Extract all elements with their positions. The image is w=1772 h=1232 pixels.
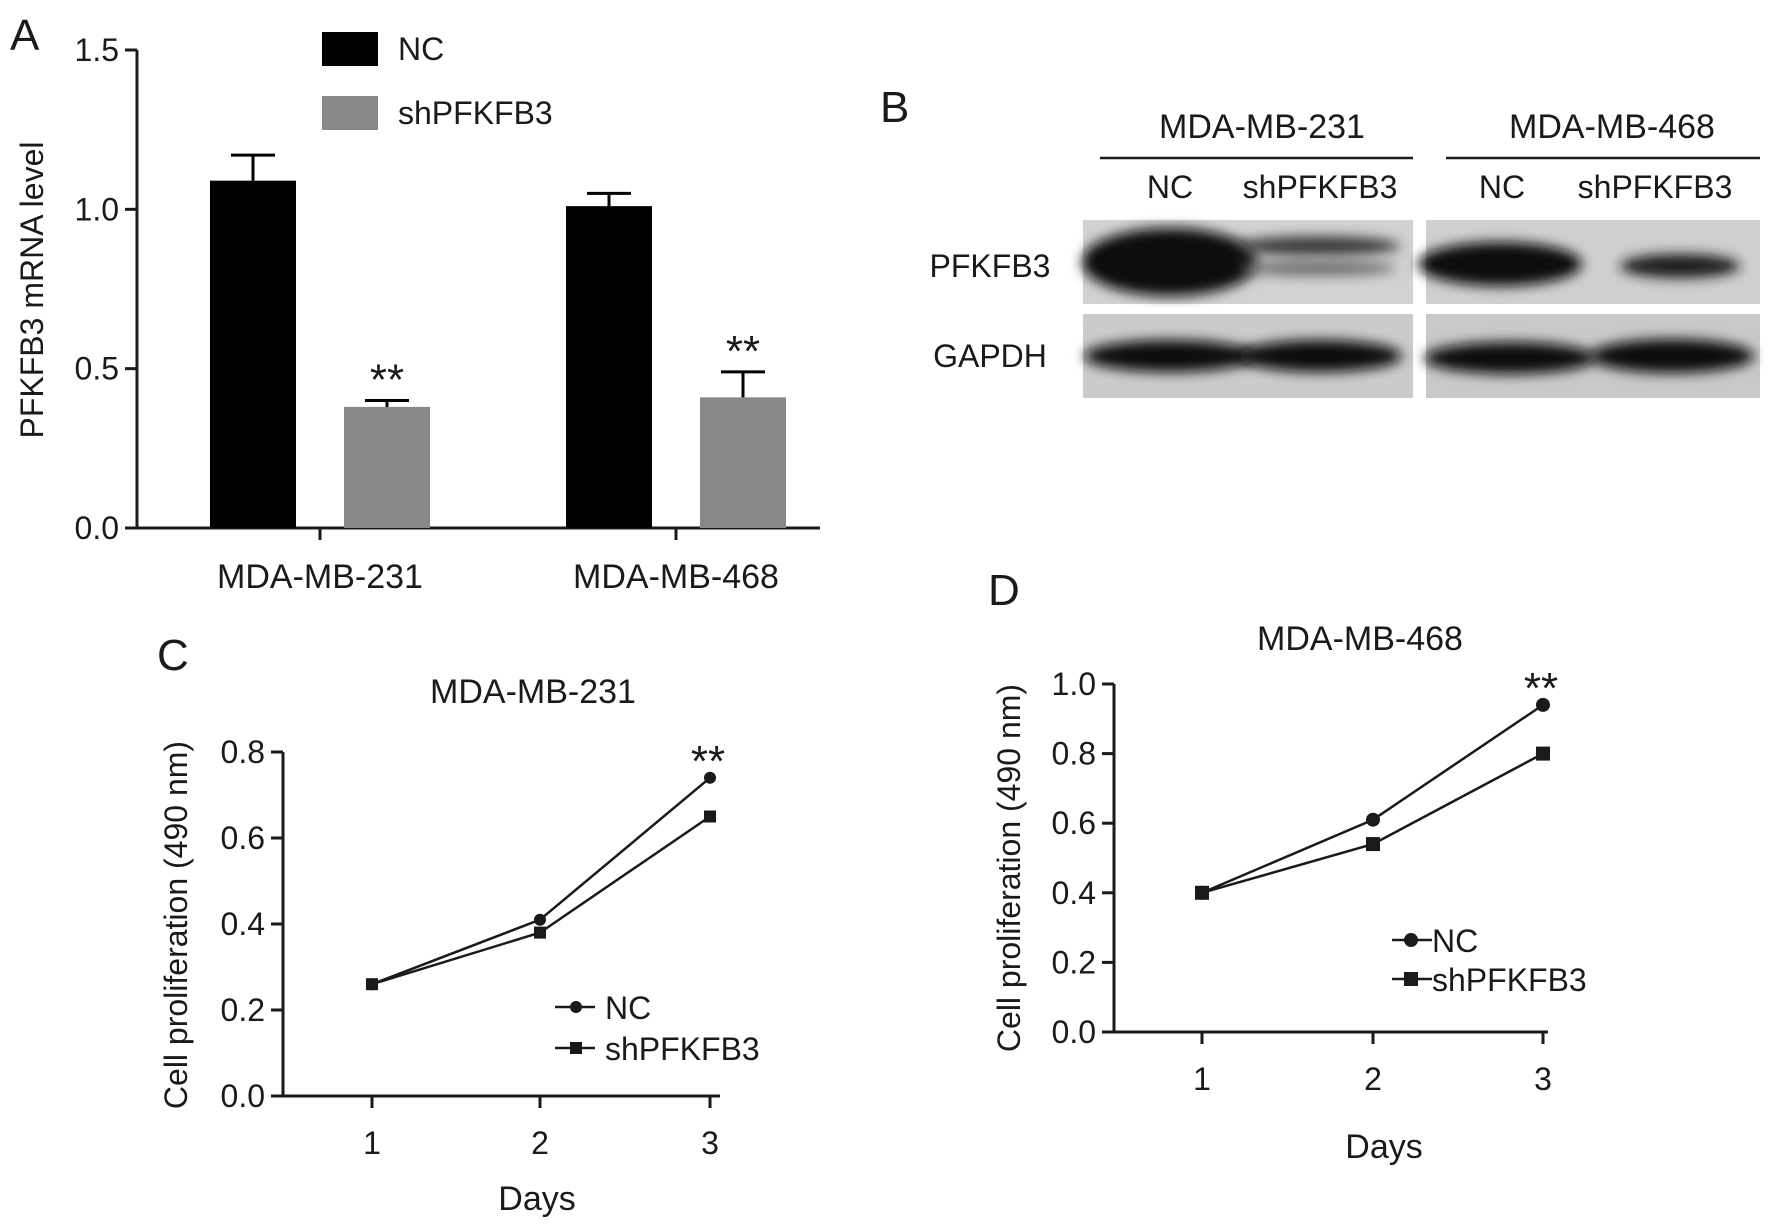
y-tick-label: 0.2 [221,992,265,1028]
legend-label-shpfkfb3: shPFKFB3 [605,1031,760,1067]
data-point-nc [1536,697,1550,712]
y-tick-label: 0.4 [221,906,265,942]
y-tick-label: 0.0 [75,510,119,546]
blot-group-label: MDA-MB-468 [1509,108,1715,146]
legend-marker-shpfkfb3 [1404,972,1418,986]
data-point-shpfkfb3 [704,810,716,823]
x-tick-label: 2 [1364,1061,1382,1097]
y-tick-label: 0.0 [221,1078,265,1114]
bar-nc [566,206,652,528]
data-point-shpfkfb3 [1536,746,1550,761]
chart-d-y-label: Cell proliferation (490 nm) [991,684,1027,1052]
data-point-nc [534,913,546,926]
bar-nc [210,180,296,529]
series-line-nc [371,776,711,986]
band [1238,340,1402,372]
band [1082,228,1258,296]
bar-shpfkfb3 [700,397,786,528]
data-point-shpfkfb3 [366,978,378,991]
legend-marker-shpfkfb3 [570,1042,582,1054]
blot-lane-label: shPFKFB3 [1578,169,1733,205]
chart-d-title: MDA-MB-468 [1257,620,1463,658]
significance-marker: ** [370,356,404,405]
y-tick-label: 0.6 [1052,805,1096,841]
y-tick-label: 0.4 [1052,875,1096,911]
y-tick-label: 1.0 [75,191,119,227]
x-tick-label: 1 [1193,1061,1211,1097]
y-tick-label: 1.0 [1052,666,1096,702]
chart-c: MDA-MB-231 0.0 0.2 0.4 0.6 0.8 1 2 3 ** Days Ce… [158,673,760,1218]
data-point-nc [1366,812,1380,827]
chart-a-category-label: MDA-MB-468 [573,558,779,596]
data-point-shpfkfb3 [1366,837,1380,852]
band [1590,339,1754,373]
x-tick-label: 3 [701,1125,719,1161]
chart-d: MDA-MB-468 0.0 0.2 0.4 0.6 0.8 1.0 1 2 3 ** Days… [991,620,1587,1166]
legend-label-nc: NC [605,990,651,1026]
y-tick-label: 0.5 [75,351,119,387]
legend-swatch-shpfkfb3 [322,96,378,130]
panel-letter-d: D [988,566,1020,615]
y-tick-label: 0.8 [221,734,265,770]
y-tick-label: 1.5 [75,32,119,68]
western-blot: MDA-MB-231 MDA-MB-468 NC shPFKFB3 NC shP… [930,108,1760,398]
bar-shpfkfb3 [344,406,430,528]
panel-letter-b: B [880,83,909,132]
legend-label-shpfkfb3: shPFKFB3 [398,95,553,131]
x-tick-label: 1 [363,1125,381,1161]
legend-label-nc: NC [1432,923,1478,959]
blot-lane-label: NC [1479,169,1525,205]
y-tick-label: 0.2 [1052,944,1096,980]
data-point-shpfkfb3 [534,926,546,939]
band [1418,242,1582,286]
significance-marker: ** [726,327,760,376]
blot-row-label: PFKFB3 [930,248,1051,284]
band [1084,340,1256,372]
band [1620,254,1740,278]
data-point-nc [704,771,716,784]
chart-d-x-label: Days [1345,1128,1422,1166]
chart-c-title: MDA-MB-231 [430,673,636,711]
legend-label-nc: NC [398,31,444,67]
panel-letter-a: A [10,11,40,60]
band [1240,260,1396,276]
x-tick-label: 3 [1534,1061,1552,1097]
chart-a-y-label: PFKFB3 mRNA level [14,142,50,439]
band [1424,342,1596,374]
legend-marker-nc [570,1001,582,1013]
data-point-shpfkfb3 [1195,885,1209,900]
series-line-shpfkfb3 [371,815,711,986]
y-tick-label: 0.0 [1052,1014,1096,1050]
significance-marker: ** [1524,664,1558,713]
x-tick-label: 2 [531,1125,549,1161]
chart-a: 0.0 0.5 1.0 1.5 PFKFB3 mRNA level ** ** MDA-… [14,31,820,596]
chart-c-x-label: Days [498,1180,575,1218]
series-line-nc [1201,703,1544,894]
chart-a-category-label: MDA-MB-231 [217,558,423,596]
legend-marker-nc [1404,933,1418,947]
significance-marker: ** [691,737,725,786]
y-tick-label: 0.6 [221,820,265,856]
blot-lane-label: NC [1147,169,1193,205]
legend-swatch-nc [322,32,378,66]
blot-row-label: GAPDH [933,338,1047,374]
band [1236,236,1400,256]
y-tick-label: 0.8 [1052,736,1096,772]
chart-c-y-label: Cell proliferation (490 nm) [158,741,194,1109]
blot-lane-label: shPFKFB3 [1243,169,1398,205]
legend-label-shpfkfb3: shPFKFB3 [1432,962,1587,998]
blot-group-label: MDA-MB-231 [1159,108,1365,146]
blot-bands [1082,228,1754,374]
panel-letter-c: C [157,631,189,680]
